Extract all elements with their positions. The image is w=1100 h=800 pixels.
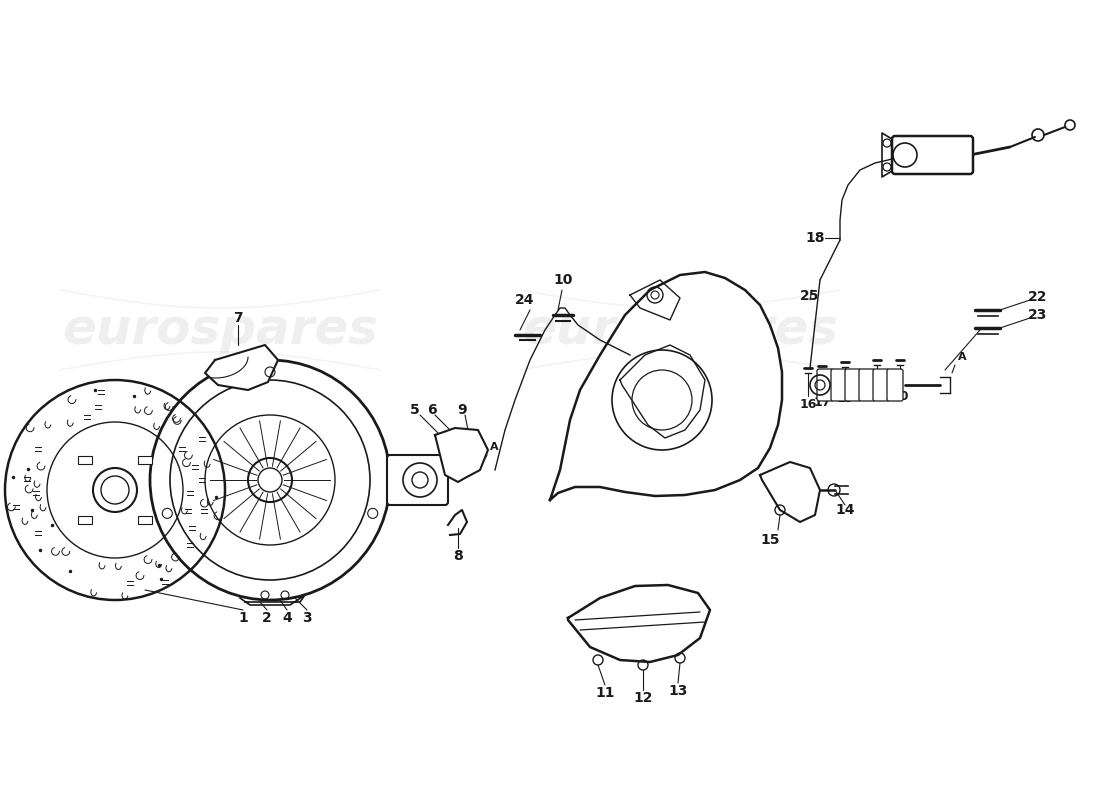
FancyBboxPatch shape: [892, 136, 974, 174]
FancyBboxPatch shape: [873, 369, 889, 401]
Text: 6: 6: [427, 403, 437, 417]
FancyBboxPatch shape: [830, 369, 847, 401]
Text: 12: 12: [634, 691, 652, 705]
Polygon shape: [550, 272, 782, 500]
FancyBboxPatch shape: [78, 455, 91, 463]
Text: 7: 7: [233, 311, 243, 325]
FancyBboxPatch shape: [859, 369, 874, 401]
Text: 10: 10: [553, 273, 573, 287]
Text: 8: 8: [453, 549, 463, 563]
Text: 4: 4: [282, 611, 292, 625]
Text: 19: 19: [836, 391, 854, 405]
Text: 11: 11: [595, 686, 615, 700]
FancyBboxPatch shape: [387, 455, 448, 505]
Text: 16: 16: [800, 398, 816, 410]
Polygon shape: [760, 462, 820, 522]
Text: 23: 23: [1028, 308, 1047, 322]
Polygon shape: [568, 585, 710, 662]
Text: eurospares: eurospares: [522, 306, 838, 354]
Text: eurospares: eurospares: [62, 306, 378, 354]
Text: 3: 3: [302, 611, 311, 625]
Polygon shape: [434, 428, 488, 482]
Text: 5: 5: [410, 403, 420, 417]
Polygon shape: [205, 345, 278, 390]
Text: 18: 18: [805, 231, 825, 245]
Text: 21: 21: [868, 390, 886, 402]
Text: 15: 15: [760, 533, 780, 547]
Text: 17: 17: [813, 395, 830, 409]
Text: 9: 9: [458, 403, 466, 417]
Text: 13: 13: [669, 684, 688, 698]
Text: A: A: [958, 352, 967, 362]
Text: 24: 24: [515, 293, 535, 307]
FancyBboxPatch shape: [817, 369, 833, 401]
Text: 1: 1: [238, 611, 248, 625]
Text: 22: 22: [1028, 290, 1047, 304]
Text: 20: 20: [891, 390, 909, 402]
Text: 14: 14: [835, 503, 855, 517]
Text: 25: 25: [801, 289, 820, 303]
FancyBboxPatch shape: [845, 369, 861, 401]
FancyBboxPatch shape: [139, 455, 153, 463]
FancyBboxPatch shape: [78, 517, 91, 525]
Polygon shape: [620, 345, 705, 438]
Text: 2: 2: [262, 611, 272, 625]
Text: A: A: [490, 442, 498, 452]
FancyBboxPatch shape: [139, 517, 153, 525]
FancyBboxPatch shape: [887, 369, 903, 401]
